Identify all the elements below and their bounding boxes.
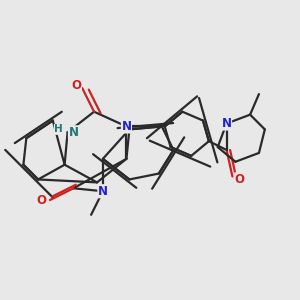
Text: O: O: [36, 194, 46, 207]
Text: N: N: [68, 126, 78, 139]
Text: N: N: [98, 185, 108, 198]
Text: O: O: [235, 173, 245, 186]
Text: H: H: [54, 124, 63, 134]
Text: O: O: [71, 79, 81, 92]
Text: N: N: [222, 117, 232, 130]
Text: N: N: [122, 120, 131, 133]
